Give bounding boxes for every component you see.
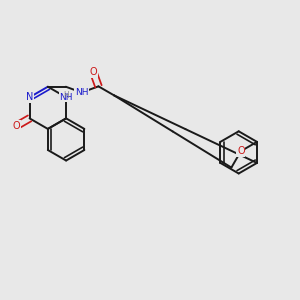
Text: O: O — [89, 67, 97, 77]
Text: NH: NH — [75, 88, 88, 97]
Text: O: O — [13, 121, 20, 131]
Text: O: O — [237, 146, 245, 156]
Text: NH: NH — [59, 93, 73, 102]
Text: H: H — [63, 91, 69, 100]
Text: N: N — [26, 92, 33, 102]
